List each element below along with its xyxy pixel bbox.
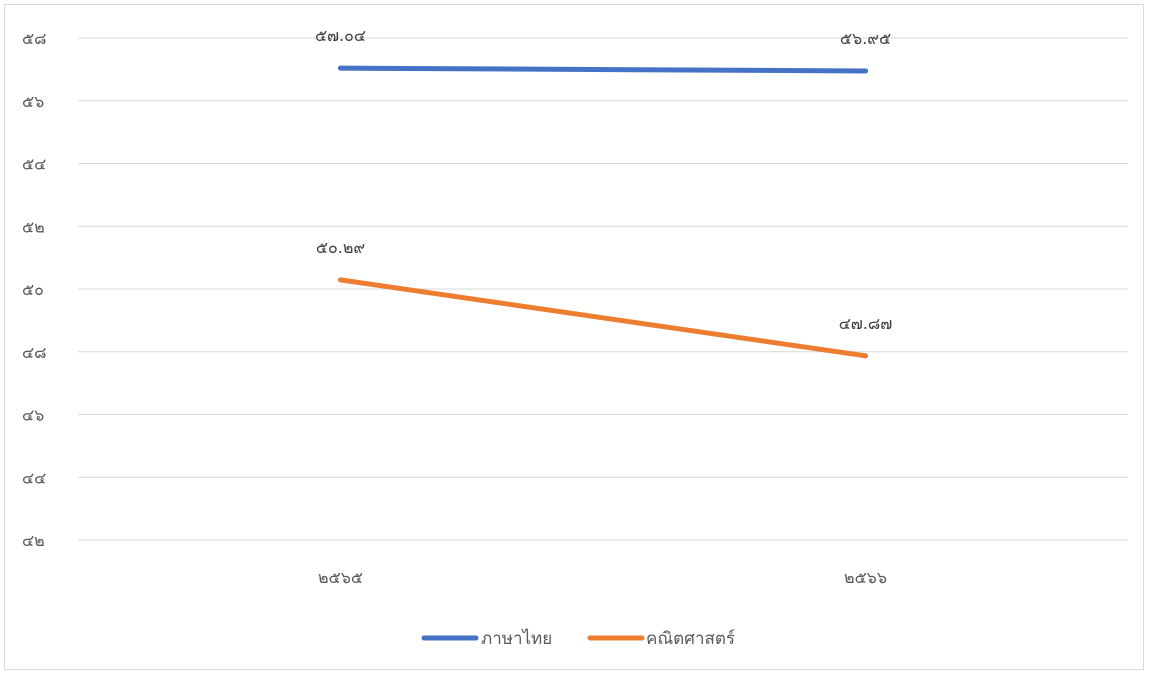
y-tick-label: ๕๖: [22, 92, 44, 111]
data-point: [338, 65, 343, 71]
y-axis: ๔๒ ๔๔ ๔๖ ๔๘ ๕๐ ๕๒ ๕๔ ๕๖ ๕๘: [22, 29, 46, 550]
data-label: ๔๗.๘๗: [839, 314, 893, 333]
data-point: [338, 277, 343, 283]
series-line-0: [338, 65, 868, 74]
y-tick-label: ๕๘: [22, 29, 46, 48]
y-tick-label: ๔๘: [22, 343, 46, 362]
chart-frame: [4, 4, 1144, 670]
y-tick-label: ๕๔: [22, 155, 46, 174]
data-label: ๕๖.๙๕: [840, 29, 891, 48]
data-point: [863, 68, 868, 74]
data-point: [863, 353, 868, 359]
y-tick-label: ๔๒: [22, 531, 45, 550]
y-tick-label: ๔๔: [22, 468, 46, 487]
x-axis: ๒๕๖๕ ๒๕๖๖: [318, 568, 887, 587]
y-tick-label: ๕๒: [22, 217, 45, 236]
data-label: ๕๐.๒๙: [316, 238, 365, 257]
series-layer: [338, 65, 868, 359]
legend-label-1: คณิตศาสตร์: [646, 629, 735, 649]
series-line-1: [338, 277, 868, 359]
legend: ภาษาไทย คณิตศาสตร์: [421, 628, 735, 649]
y-tick-label: ๕๐: [22, 280, 44, 299]
legend-label-0: ภาษาไทย: [481, 628, 552, 649]
data-label: ๕๗.๐๔: [315, 26, 366, 45]
y-tick-label: ๔๖: [22, 406, 44, 425]
gridlines: [78, 37, 1128, 541]
x-tick-label: ๒๕๖๖: [844, 568, 887, 587]
x-tick-label: ๒๕๖๕: [318, 568, 363, 587]
